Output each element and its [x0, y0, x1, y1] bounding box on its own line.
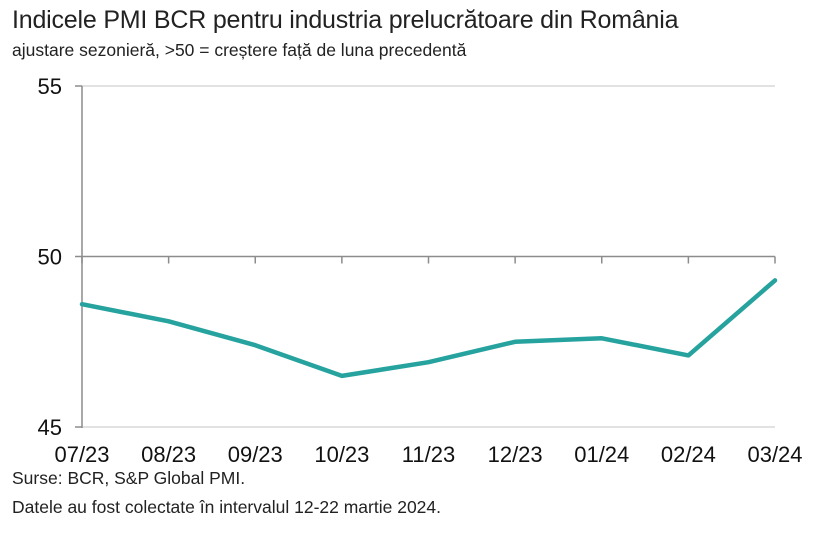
pmi-series-line — [79, 278, 778, 379]
x-tick-label: 07/23 — [54, 442, 109, 467]
x-tick-label: 10/23 — [314, 442, 369, 467]
chart-subtitle: ajustare sezonieră, >50 = creștere față … — [12, 40, 467, 60]
x-tick-label: 01/24 — [574, 442, 629, 467]
chart-title: Indicele PMI BCR pentru industria preluc… — [12, 6, 679, 34]
x-tick-label: 08/23 — [141, 442, 196, 467]
y-tick-label: 45 — [38, 415, 62, 440]
data-collection-note: Datele au fost colectate în intervalul 1… — [12, 497, 441, 517]
x-tick-label: 03/24 — [747, 442, 802, 467]
x-tick-label: 09/23 — [228, 442, 283, 467]
x-axis-tick-labels: 07/23 08/23 09/23 10/23 11/23 12/23 01/24 02/24… — [54, 442, 802, 467]
gridlines — [82, 85, 775, 428]
y-axis-tick-labels: 45 50 55 — [38, 74, 62, 440]
axes — [75, 85, 776, 428]
x-tick-label: 02/24 — [661, 442, 716, 467]
x-tick-label: 12/23 — [488, 442, 543, 467]
y-tick-label: 55 — [38, 74, 62, 99]
sources-note: Surse: BCR, S&P Global PMI. — [12, 468, 246, 488]
x-tick-label: 11/23 — [402, 442, 455, 467]
y-tick-label: 50 — [38, 245, 62, 270]
